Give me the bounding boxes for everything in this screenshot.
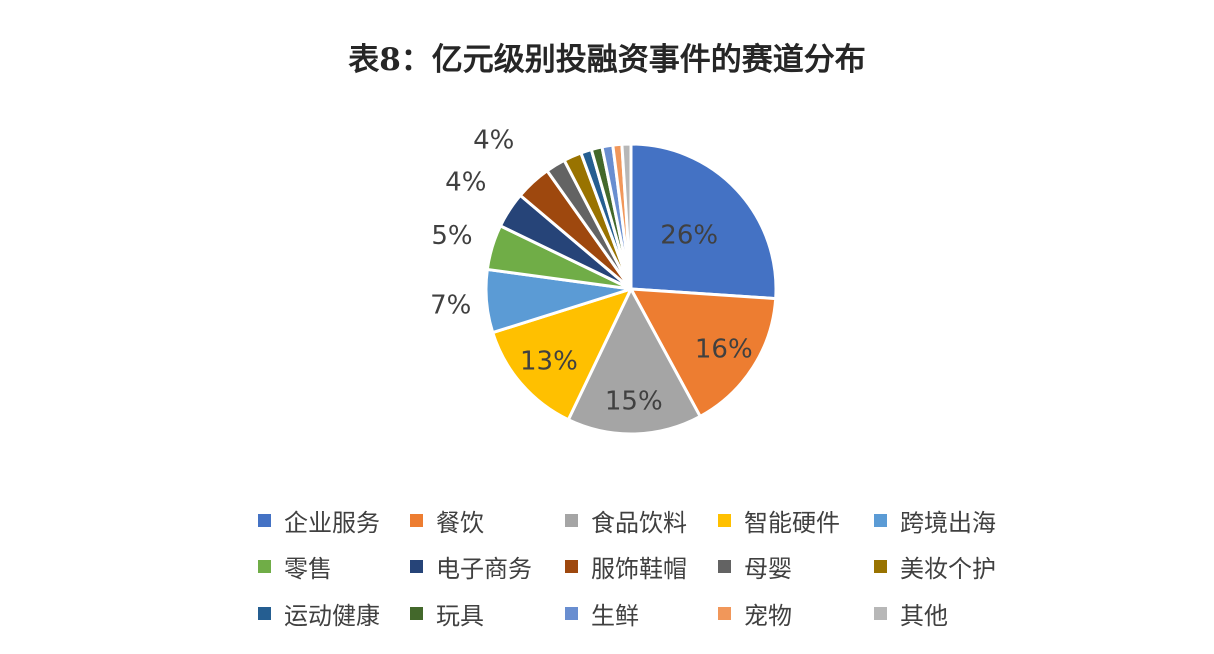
slice-data-label: 15%: [605, 387, 663, 417]
pie-slice: [629, 142, 778, 301]
pie-slice: [620, 142, 633, 291]
slice-data-label: 4%: [473, 126, 514, 156]
slice-data-label: 13%: [520, 346, 578, 376]
slice-data-label: 16%: [695, 334, 753, 364]
pie-slice: [566, 287, 702, 436]
chart-title: 表8：亿元级别投融资事件的赛道分布: [348, 42, 866, 78]
slice-data-label: 7%: [430, 290, 471, 320]
pie-slice: [491, 287, 633, 422]
slice-data-label: 4%: [445, 168, 486, 198]
slice-data-label: 26%: [660, 221, 718, 251]
slice-data-label: 5%: [431, 221, 472, 251]
pie-slice: [629, 287, 778, 418]
